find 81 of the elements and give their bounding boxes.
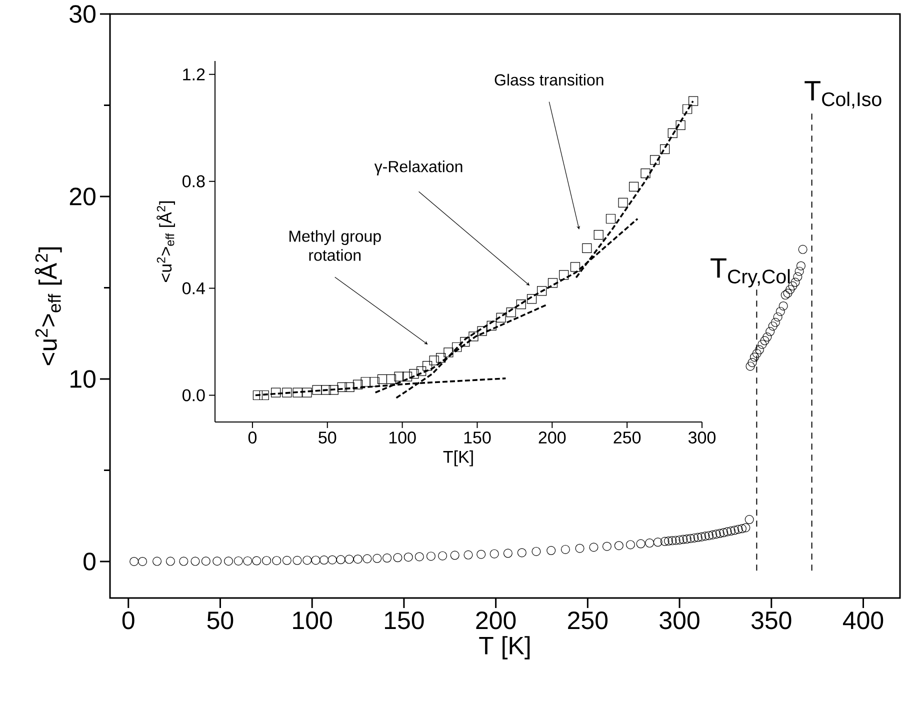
point — [594, 230, 604, 240]
y-axis-title: <u$^{2}$>$_{eff}$ [Å$^{2}$] — [34, 247, 62, 366]
ref-line-label: T$_{Cry,Col}$ — [710, 258, 790, 288]
x-tick-label: 100 — [389, 432, 416, 444]
point — [321, 385, 331, 395]
point — [668, 128, 678, 138]
point — [688, 96, 698, 106]
point — [377, 374, 388, 384]
point — [537, 286, 547, 296]
ref-line-label: T$_{Col,Iso}$ — [804, 81, 882, 109]
x-axis-title: T[K] — [443, 450, 473, 466]
x-tick-label: 50 — [318, 432, 336, 444]
annotation: Glass transition — [494, 74, 604, 86]
point — [640, 168, 650, 178]
point — [386, 374, 396, 384]
x-tick-label: 200 — [476, 612, 516, 630]
point — [650, 155, 660, 165]
point — [548, 278, 558, 288]
point — [570, 262, 580, 272]
point — [660, 144, 670, 154]
y-tick-label: 0.4 — [182, 282, 205, 294]
point — [436, 353, 446, 363]
point — [302, 388, 312, 398]
point — [328, 385, 338, 395]
point — [526, 294, 537, 304]
point — [468, 332, 478, 342]
point — [452, 342, 462, 352]
x-axis-title: T [K] — [479, 636, 530, 660]
point — [676, 120, 686, 130]
x-tick-label: 150 — [385, 612, 424, 630]
point — [409, 369, 419, 379]
y-tick-label: 10 — [70, 370, 96, 388]
point — [516, 300, 526, 310]
x-tick-label: 0 — [122, 612, 134, 630]
point — [606, 214, 616, 224]
point — [360, 377, 370, 387]
y-tick-label: 0.0 — [182, 389, 205, 402]
point — [460, 336, 470, 347]
point — [422, 361, 432, 371]
y-tick-label: 0.8 — [182, 175, 205, 188]
point — [582, 243, 592, 253]
y-tick-label: 30 — [70, 5, 96, 23]
point — [429, 356, 439, 366]
point — [394, 372, 404, 382]
y-tick-label: 20 — [70, 188, 96, 206]
point — [506, 308, 516, 318]
x-tick-label: 200 — [538, 432, 566, 444]
point — [402, 372, 412, 382]
y-tick-label: 0 — [84, 552, 96, 570]
point — [353, 380, 363, 390]
point — [370, 377, 380, 387]
point — [271, 388, 281, 398]
point — [344, 382, 354, 392]
annotation: γ-Relaxation — [374, 160, 462, 176]
point — [416, 366, 426, 376]
point — [618, 198, 628, 208]
point — [444, 348, 454, 358]
point — [559, 270, 569, 280]
x-tick-label: 400 — [842, 612, 884, 630]
x-tick-label: 350 — [751, 612, 792, 630]
y-axis-title: <u$^{2}$>$_{eff}$ [Å$^{2}$] — [156, 201, 175, 282]
point — [682, 104, 692, 114]
point — [337, 382, 347, 392]
x-tick-label: 300 — [660, 612, 700, 630]
point — [486, 320, 496, 331]
y-tick-label: 1.2 — [183, 68, 205, 80]
point — [282, 388, 292, 398]
point — [629, 182, 639, 192]
x-tick-label: 300 — [688, 432, 716, 444]
x-tick-label: 50 — [207, 612, 234, 630]
x-tick-label: 0 — [248, 432, 257, 444]
point — [496, 312, 506, 322]
point — [312, 385, 322, 395]
x-tick-label: 150 — [464, 432, 491, 444]
point — [477, 326, 487, 336]
x-tick-label: 250 — [614, 432, 641, 444]
point — [252, 390, 263, 400]
point — [292, 388, 302, 398]
x-tick-label: 100 — [293, 612, 332, 630]
x-tick-label: 250 — [568, 612, 608, 630]
annotation: Methyl group rotation — [290, 230, 381, 261]
